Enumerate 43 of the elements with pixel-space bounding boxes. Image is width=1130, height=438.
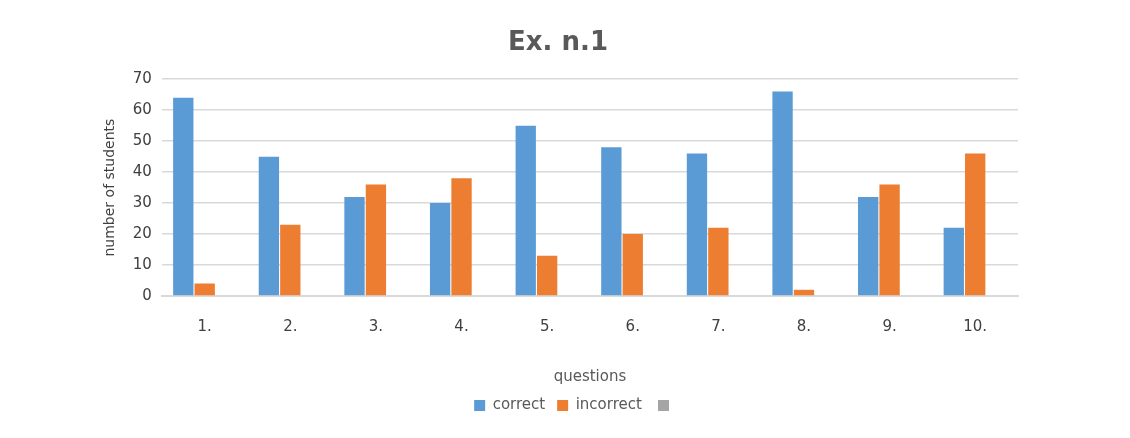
y-tick-label: 70 [132, 69, 152, 88]
chart-title: Ex. n.1 [508, 26, 608, 57]
bar [965, 153, 986, 296]
bar [429, 203, 451, 296]
bar [858, 196, 879, 296]
bar [601, 147, 622, 296]
x-tick-label: 10. [963, 316, 988, 335]
x-tick-label: 5. [539, 316, 555, 335]
y-tick-label: 60 [132, 100, 152, 119]
bar [793, 289, 815, 296]
x-tick-label: 7. [711, 316, 726, 335]
bar [173, 97, 194, 296]
bar [879, 184, 900, 296]
y-tick-label: 10 [132, 254, 152, 273]
x-tick-label: 3. [368, 316, 384, 335]
bar [536, 255, 558, 296]
bar [772, 91, 793, 296]
legend-label: correct [492, 395, 546, 414]
y-tick-label: 30 [132, 192, 152, 211]
bar [365, 184, 387, 296]
bar [451, 178, 472, 296]
x-tick-label: 9. [882, 316, 897, 335]
x-axis-title: questions [553, 366, 627, 385]
x-tick-label: 8. [796, 316, 812, 335]
bar [622, 234, 643, 296]
y-axis-title: number of students [101, 118, 118, 257]
legend-label: incorrect [575, 395, 642, 414]
bar [194, 283, 215, 296]
x-tick-label: 2. [283, 316, 298, 335]
bar [708, 227, 729, 296]
x-tick-label: 1. [197, 316, 212, 335]
bar [515, 125, 536, 296]
bar [258, 156, 280, 296]
y-tick-label: 0 [142, 285, 152, 304]
x-tick-label: 6. [625, 316, 640, 335]
bar [686, 153, 708, 296]
y-tick-label: 20 [132, 223, 152, 242]
bar [280, 224, 301, 296]
y-tick-label: 50 [132, 131, 152, 150]
bar [943, 227, 964, 296]
bar [344, 196, 365, 296]
y-tick-label: 40 [132, 162, 152, 180]
x-tick-label: 4. [454, 316, 469, 335]
